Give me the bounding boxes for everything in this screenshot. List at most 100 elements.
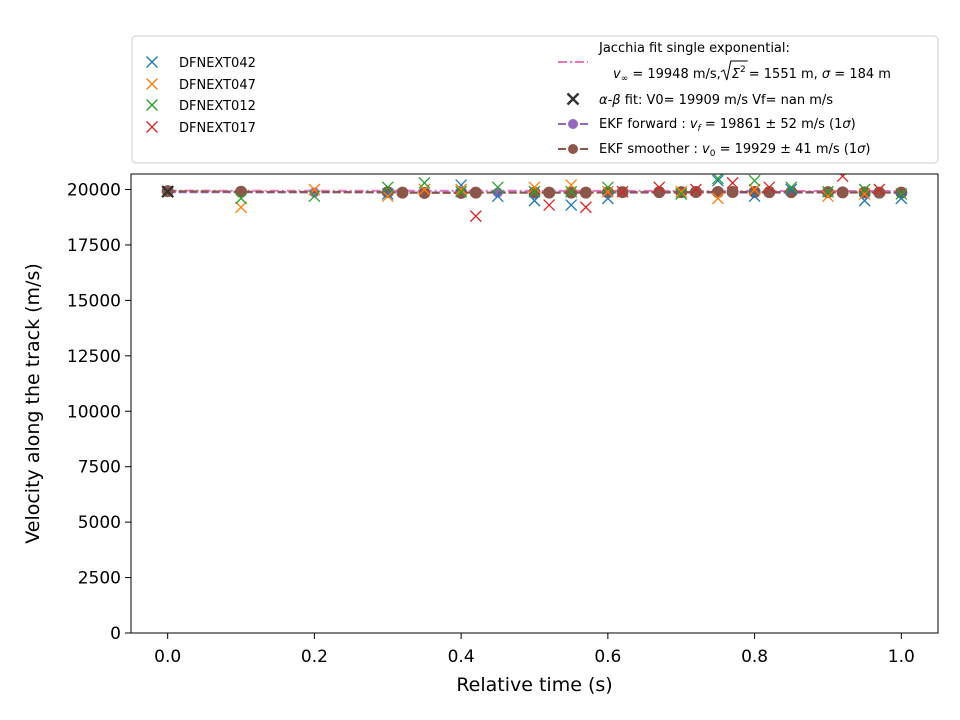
series-2-point [491,181,504,194]
series-3-point [543,199,556,212]
ekf-smoother-point [418,186,431,199]
series-1-point [235,201,248,214]
legend-ekf-forward-marker [568,119,578,129]
series-2-point [528,185,541,198]
series-2-point [748,174,761,187]
series-3-point [616,185,629,198]
y-tick-label: 10000 [67,402,121,422]
legend-label-1: DFNEXT047 [179,78,256,93]
alpha-beta-values: fit: V0= 19909 m/s Vf= nan m/s [621,93,834,108]
x-tick-label: 0.2 [301,647,328,667]
ekf-smoother-point [895,186,908,199]
series-3-point [836,174,849,183]
ekf-smoother-sigma: σ [857,142,866,157]
legend-entry-1: DFNEXT047 [146,78,256,93]
legend-marker-x-1 [146,78,158,90]
series-2-point [418,176,431,189]
ekf-smoother-line [167,190,902,194]
series-3-point [726,176,739,189]
series-2-point [455,185,468,198]
legend-alpha-beta-x [566,92,580,106]
legend: DFNEXT042 DFNEXT047 DFNEXT012 DFNEXT017 … [131,35,939,164]
series-2-point [235,192,248,205]
legend-label-0: DFNEXT042 [179,56,256,71]
series-1-point [748,183,761,196]
ekf-forward-v: v [690,117,698,132]
legend-entry-alpha-beta: α-β fit: V0= 19909 m/s Vf= nan m/s [566,92,833,108]
series-0-point [711,174,724,187]
legend-entry-0: DFNEXT042 [146,56,256,71]
series-2-point [785,181,798,194]
jacchia-sigma-text: = 184 m [830,67,891,82]
series-1-point [858,187,871,200]
legend-jacchia-rest: = 1551 m, σ = 184 m [749,67,891,82]
ekf-forward-label: EKF forward : [599,117,690,132]
legend-alpha-beta-marker [566,92,580,106]
data-layer [161,174,908,223]
y-tick-label: 0 [110,624,121,644]
sqrt-superscript: 2 [740,65,746,75]
x-tick-label: 0.8 [741,647,768,667]
series-3-point [873,183,886,196]
ekf-smoother-point [836,186,849,199]
ekf-smoother-v: v [702,142,710,157]
x-tick-label: 0.4 [448,647,475,667]
series-1-point [711,192,724,205]
ekf-smoother-point [873,186,886,199]
legend-entry-jacchia: Jacchia fit single exponential: v∞ = 199… [558,41,891,84]
x-tick-label: 1.0 [888,647,915,667]
series-3-point [579,201,592,214]
series-3-point [689,183,702,196]
series-1-point [528,181,541,194]
series-2-point [895,187,908,200]
legend-label-3: DFNEXT017 [179,121,256,136]
ekf-smoother-point [726,185,739,198]
legend-jacchia-sqrt: Σ2 [720,60,748,82]
ekf-smoother-label: EKF smoother : [599,142,702,157]
ekf-smoother-point [396,186,409,199]
series-3-point [469,210,482,223]
ekf-forward-close: ) [851,117,856,132]
ekf-smoother-point [469,186,482,199]
ekf-smoother-point [763,186,776,199]
jacchia-vinf-symbol: v [613,67,621,82]
series-1-point [455,183,468,196]
legend-marker-3 [146,121,158,133]
ekf-smoother-point [543,186,556,199]
alpha-beta-symbol: α-β [599,93,621,108]
ekf-smoother-point [858,186,871,199]
series-2-point [601,181,614,194]
ekf-forward-sigma: σ [842,117,851,132]
legend-alpha-beta-text: α-β fit: V0= 19909 m/s Vf= nan m/s [599,93,833,108]
ekf-smoother-point [381,186,394,199]
series-0-point [491,190,504,203]
ekf-smoother-point [235,185,248,198]
legend-entry-2: DFNEXT012 [146,99,256,114]
legend-marker-1 [146,78,158,90]
legend-label-2: DFNEXT012 [179,99,256,114]
legend-ekf-forward-text: EKF forward : vf = 19861 ± 52 m/s (1σ) [599,117,856,134]
series-1-point [601,185,614,198]
legend-entry-ekf-smoother: EKF smoother : v0 = 19929 ± 41 m/s (1σ) [558,142,870,159]
x-axis: 0.0 0.2 0.4 0.6 0.8 1.0 [154,633,915,667]
legend-marker-x-3 [146,121,158,133]
sqrt-content: Σ2 [732,65,746,82]
legend-jacchia-title: Jacchia fit single exponential: [598,41,790,56]
y-axis-label: Velocity along the track (m/s) [22,263,44,544]
legend-entry-ekf-forward: EKF forward : vf = 19861 ± 52 m/s (1σ) [558,117,856,134]
legend-marker-0 [146,56,158,68]
series-1-point [821,190,834,203]
series-0-point [895,192,908,205]
plot-frame [130,173,939,634]
y-tick-label: 7500 [78,458,121,478]
y-axis: 0 2500 5000 7500 10000 12500 15000 17500 20000 [67,181,131,644]
series-3-point [763,181,776,194]
legend-ekf-smoother-text: EKF smoother : v0 = 19929 ± 41 m/s (1σ) [599,142,870,159]
sqrt-radical-sign [720,60,748,81]
series-2-point [381,181,394,194]
series-1-point [675,185,688,198]
jacchia-vinf-text: = 19948 m/s, [628,67,721,82]
series-2-point [858,183,871,196]
series-2-point [675,187,688,200]
x-axis-label: Relative time (s) [456,674,612,696]
